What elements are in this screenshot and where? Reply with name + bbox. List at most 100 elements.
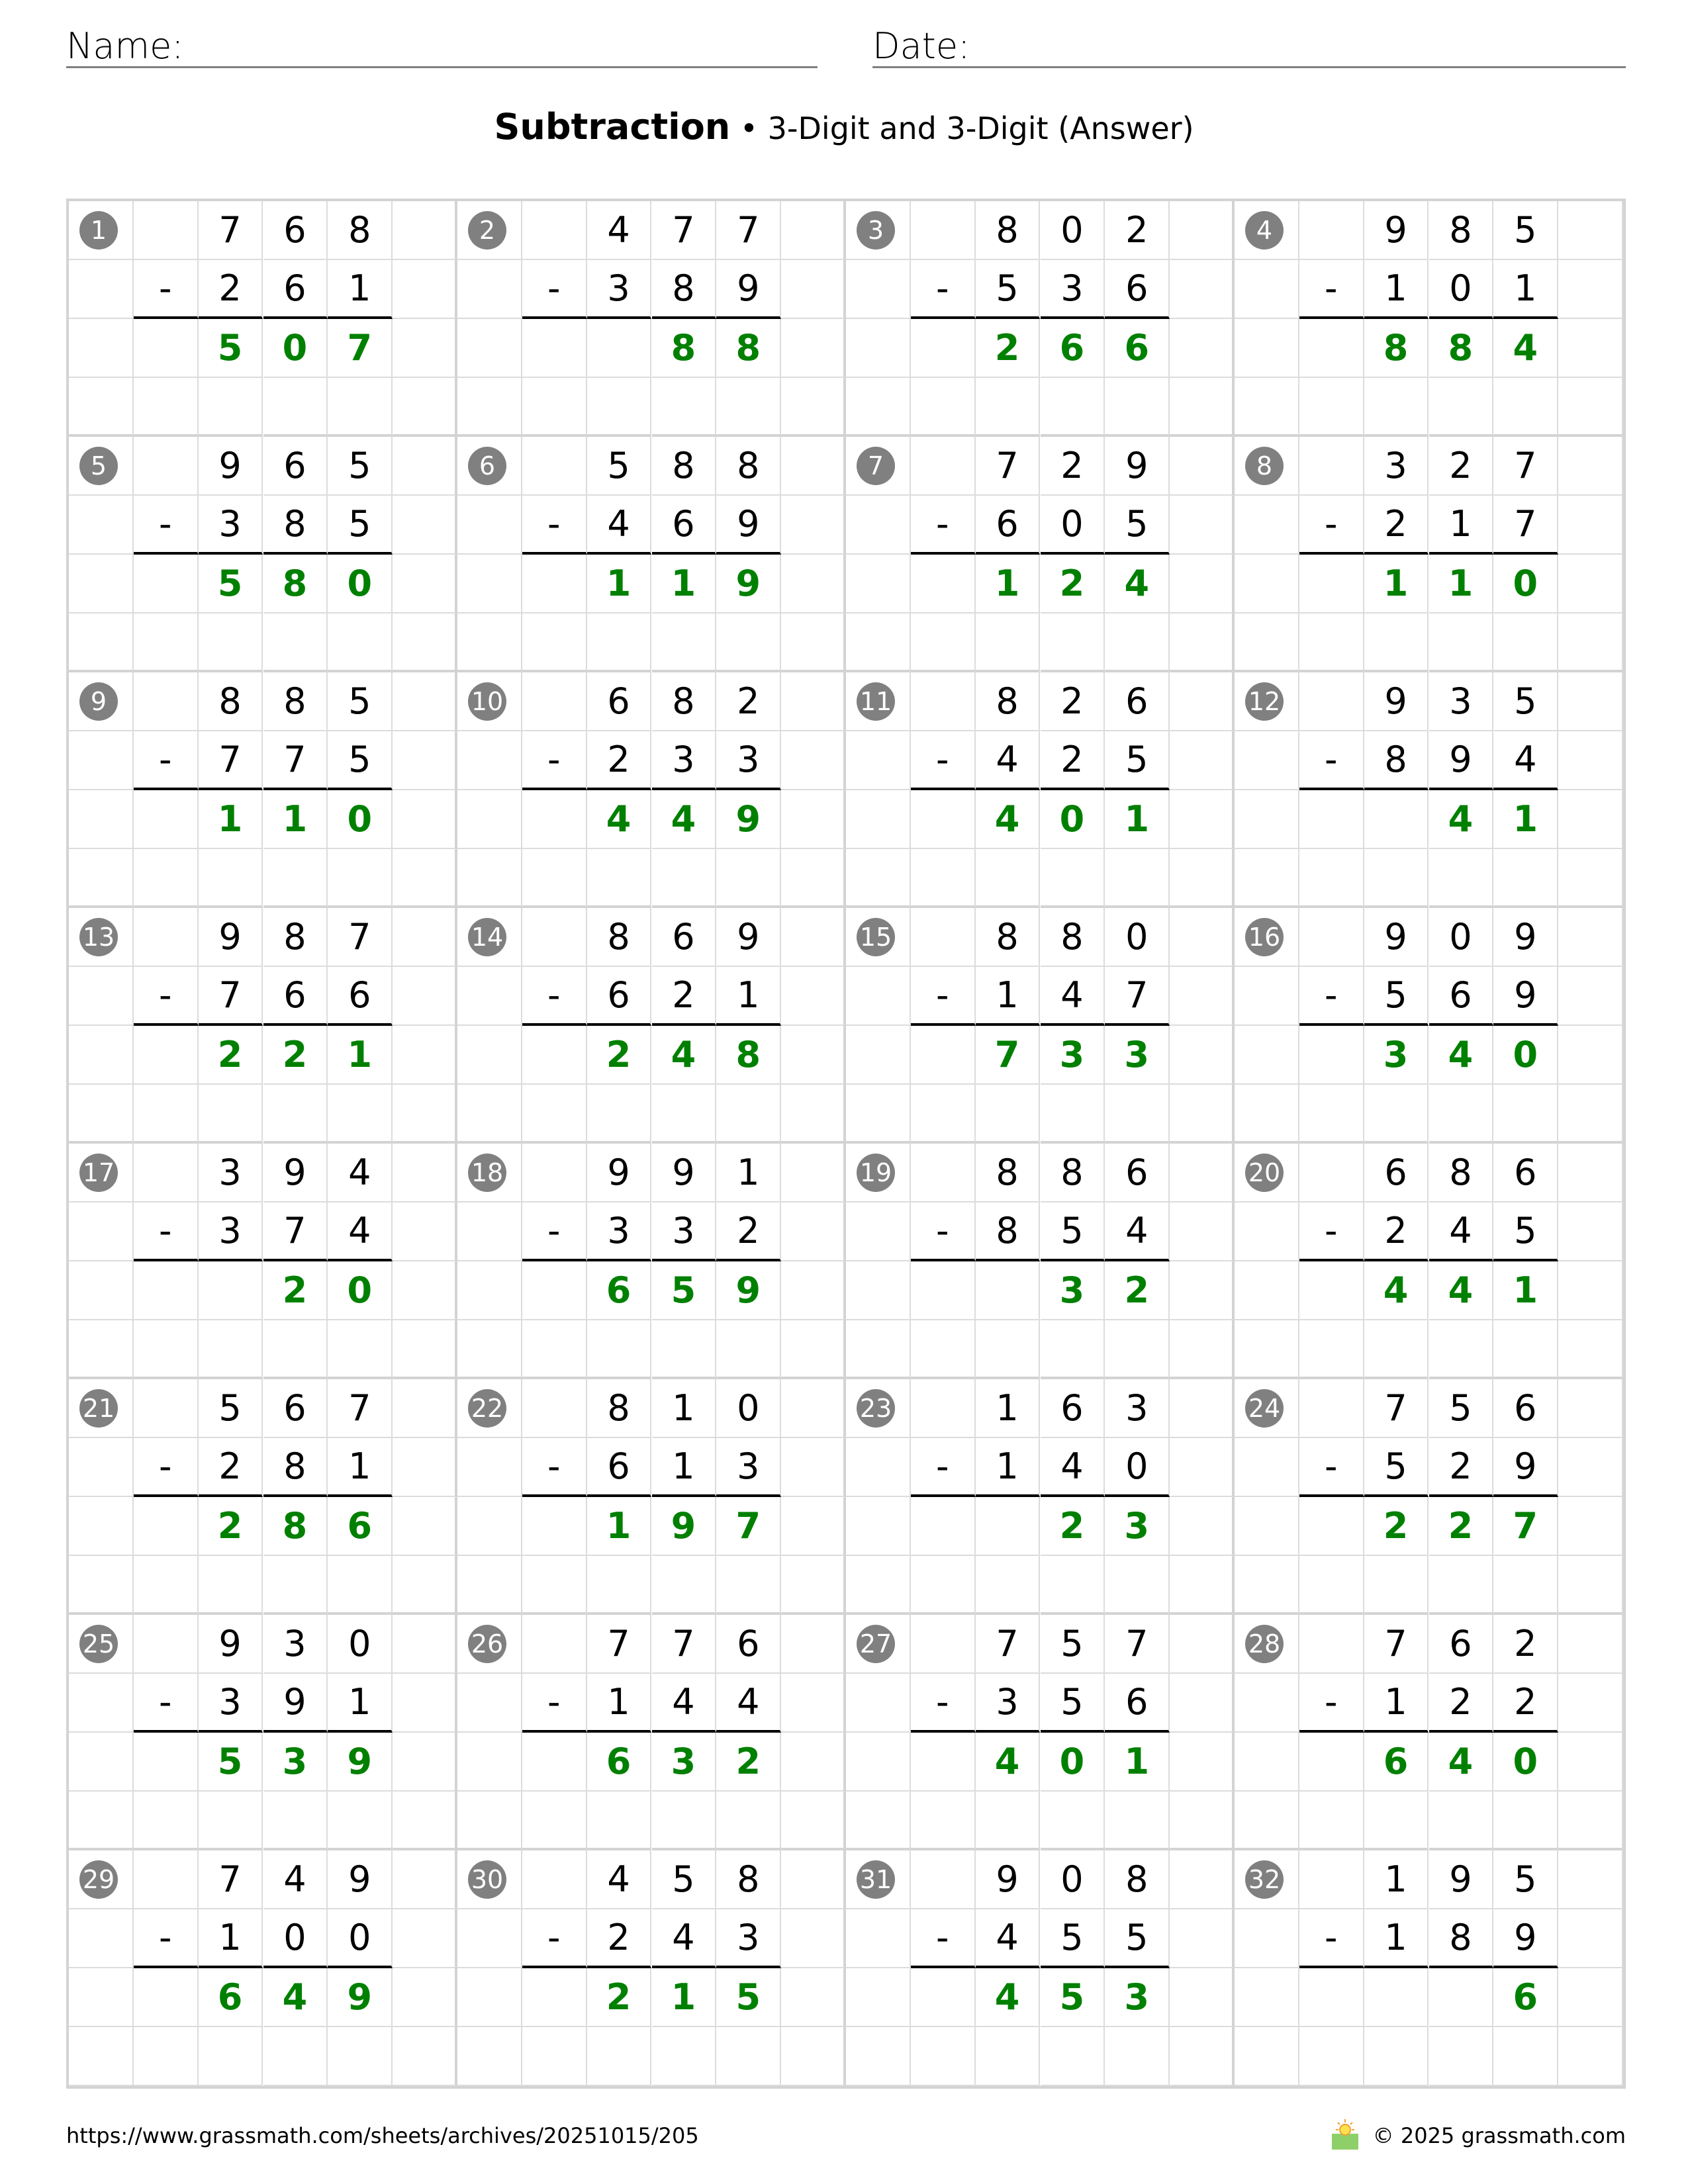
bottom-digit: 1	[198, 1909, 263, 1968]
grid-cell	[846, 1261, 911, 1320]
grid-cell	[457, 1026, 522, 1085]
top-digit: 1	[651, 1379, 717, 1438]
problem-number-badge: 15	[857, 917, 895, 956]
grid-cell	[328, 849, 393, 908]
grid-cell	[716, 1556, 782, 1615]
grid-cell	[846, 731, 911, 790]
grid-cell	[1558, 1674, 1623, 1733]
problem-number-badge: 30	[468, 1860, 506, 1899]
grid-cell	[586, 1556, 652, 1615]
grid-cell	[1170, 1792, 1235, 1850]
grid-cell	[1170, 1497, 1235, 1556]
grid-cell	[522, 2027, 587, 2086]
answer-digit: 1	[651, 1968, 717, 2027]
top-digit: 9	[1493, 908, 1559, 967]
grid-cell	[1105, 849, 1170, 908]
bottom-digit: 5	[1105, 731, 1170, 790]
grid-cell	[522, 201, 587, 260]
bottom-digit: 9	[716, 260, 782, 319]
top-digit: 5	[1429, 1379, 1494, 1438]
grid-cell	[393, 378, 457, 437]
minus-sign: -	[1299, 731, 1364, 790]
grid-cell	[393, 1733, 457, 1792]
grid-cell	[846, 1203, 911, 1261]
bottom-digit: 5	[1364, 1438, 1429, 1497]
grid-cell	[1558, 967, 1623, 1026]
grid-cell	[1170, 2027, 1235, 2086]
top-digit: 7	[1105, 1615, 1170, 1674]
grid-cell	[1170, 437, 1235, 496]
grid-cell	[133, 614, 199, 672]
grid-cell	[133, 1733, 199, 1792]
bottom-digit: 6	[651, 496, 717, 555]
grid-cell	[1364, 849, 1429, 908]
name-field[interactable]	[66, 66, 818, 68]
answer-digit: 2	[198, 1497, 263, 1556]
grid-cell	[1558, 201, 1623, 260]
minus-sign: -	[1299, 1674, 1364, 1733]
grid-cell	[910, 201, 976, 260]
grid-cell	[393, 1261, 457, 1320]
top-digit: 3	[1364, 437, 1429, 496]
grid-cell	[263, 849, 328, 908]
grid-cell	[69, 790, 134, 849]
top-digit: 4	[586, 1850, 652, 1909]
top-digit: 2	[1040, 672, 1105, 731]
top-digit: 3	[1429, 672, 1494, 731]
grid-cell	[716, 1085, 782, 1144]
grid-cell	[69, 496, 134, 555]
grid-cell	[1493, 614, 1559, 672]
answer-digit: 1	[586, 1497, 652, 1556]
top-digit: 5	[651, 1850, 717, 1909]
grid-cell	[522, 1144, 587, 1203]
problem-number-badge: 9	[79, 682, 118, 721]
top-digit: 8	[716, 1850, 782, 1909]
top-digit: 8	[1040, 908, 1105, 967]
grid-cell	[1040, 849, 1105, 908]
grid-cell	[1170, 1850, 1235, 1909]
grid-cell	[651, 2027, 717, 2086]
minus-sign: -	[133, 1674, 199, 1733]
grid-cell	[975, 849, 1041, 908]
top-digit: 8	[716, 437, 782, 496]
grid-cell	[781, 849, 846, 908]
bottom-digit: 4	[1040, 1438, 1105, 1497]
grid-cell	[393, 1674, 457, 1733]
bottom-digit: 8	[263, 496, 328, 555]
grid-cell	[781, 1733, 846, 1792]
grid-cell	[781, 1320, 846, 1379]
grid-cell	[846, 1085, 911, 1144]
grid-cell: 13	[69, 908, 134, 967]
top-digit: 8	[975, 1144, 1041, 1203]
answer-digit: 1	[263, 790, 328, 849]
date-label: Date:	[872, 25, 970, 67]
grid-cell	[1493, 1792, 1559, 1850]
bottom-digit: 6	[263, 260, 328, 319]
bottom-digit: 1	[586, 1674, 652, 1733]
grid-cell	[1235, 1792, 1299, 1850]
bottom-digit: 5	[1040, 1909, 1105, 1968]
grid-cell	[522, 1556, 587, 1615]
grid-cell	[522, 1615, 587, 1674]
grid-cell	[1170, 555, 1235, 614]
top-digit: 4	[263, 1850, 328, 1909]
grid-cell	[781, 1556, 846, 1615]
bottom-digit: 2	[1040, 731, 1105, 790]
grid-cell: 22	[457, 1379, 522, 1438]
bottom-digit: 6	[263, 967, 328, 1026]
date-field[interactable]	[872, 66, 1626, 68]
answer-digit: 9	[328, 1733, 393, 1792]
bottom-digit: 5	[328, 731, 393, 790]
grid-cell: 7	[846, 437, 911, 496]
bottom-digit: 5	[1364, 967, 1429, 1026]
minus-sign: -	[522, 496, 587, 555]
answer-digit: 0	[1493, 1026, 1559, 1085]
grid-cell	[133, 908, 199, 967]
answer-digit: 1	[586, 555, 652, 614]
bottom-digit: 1	[328, 260, 393, 319]
minus-sign: -	[910, 1203, 976, 1261]
grid-cell: 6	[457, 437, 522, 496]
top-digit: 8	[1429, 201, 1494, 260]
top-digit: 8	[651, 672, 717, 731]
minus-sign: -	[910, 731, 976, 790]
